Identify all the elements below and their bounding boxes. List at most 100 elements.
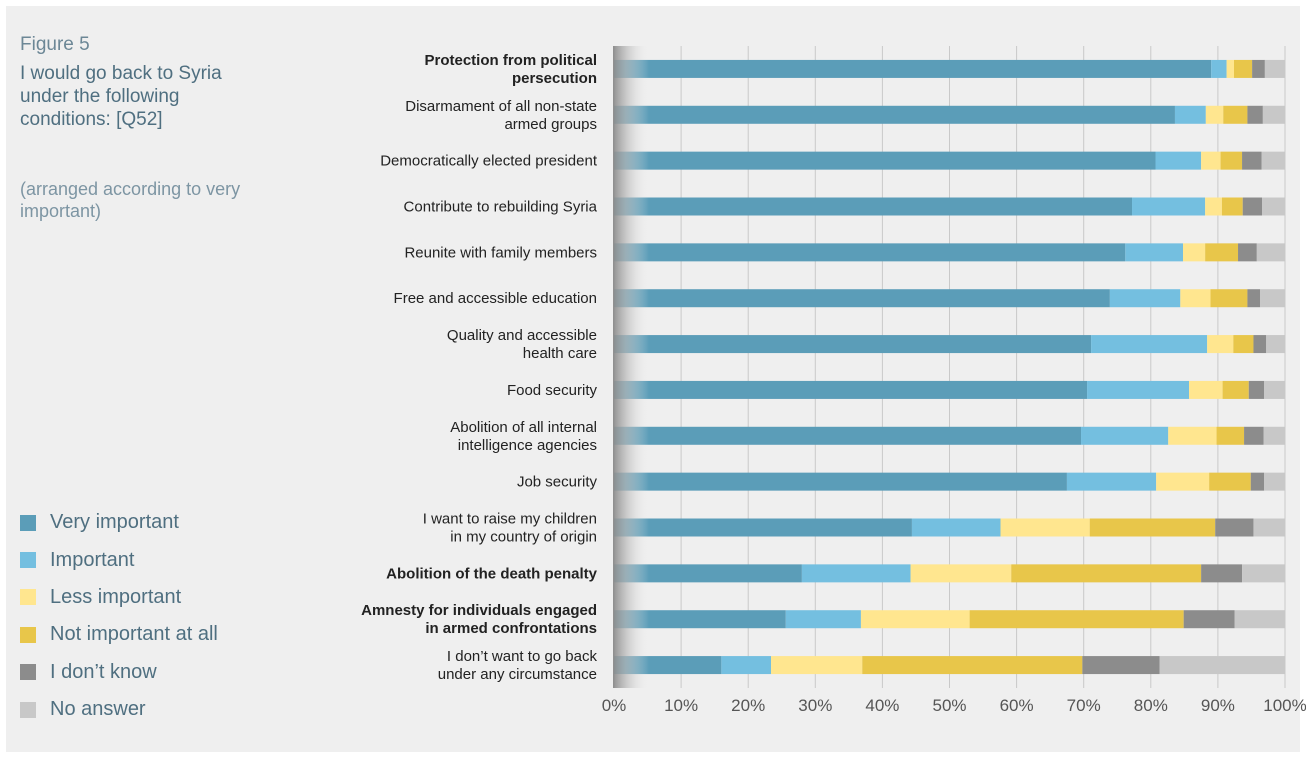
bar-segment — [1205, 243, 1239, 262]
category-label: Food security — [507, 382, 598, 399]
x-tick-label: 50% — [932, 696, 966, 715]
legend-swatch-not-important-at-all — [20, 626, 36, 643]
bar-segment — [1189, 380, 1223, 399]
bar-segment — [614, 518, 912, 537]
bar-segment — [1201, 151, 1221, 170]
bar-segment — [1174, 105, 1206, 124]
bar-segment — [1222, 380, 1249, 399]
bar-segment — [862, 656, 1083, 675]
category-labels: Protection from political persecution Disa… — [361, 52, 598, 683]
category-label: I want to raise my children in my country… — [423, 511, 597, 546]
figure-label: Figure 5 — [20, 34, 90, 55]
category-label: Quality and accessible health care — [447, 327, 597, 362]
bar-segment — [721, 656, 772, 675]
legend-swatch-i-dont-know — [20, 664, 36, 681]
bar-segment — [1216, 426, 1245, 445]
category-label: Disarmament of all non-state armed groups — [405, 98, 597, 133]
bar-segment — [1155, 151, 1202, 170]
bar-segment — [1260, 289, 1285, 308]
category-label: Abolition of all internal intelligence ag… — [450, 419, 597, 454]
bar-segment — [1000, 518, 1090, 537]
bar-segment — [1125, 243, 1184, 262]
bar-segment — [1261, 151, 1285, 170]
legend-item-i-dont-know: I don’t know — [20, 654, 218, 691]
bar-segment — [1066, 472, 1157, 491]
bar-segment — [801, 564, 911, 583]
x-tick-label: 100% — [1263, 696, 1306, 715]
bar-segment — [1011, 564, 1202, 583]
bar-segment — [1109, 289, 1181, 308]
legend-label-important: Important — [50, 548, 135, 571]
bar-segment — [771, 656, 863, 675]
bar-segment — [1242, 197, 1263, 216]
bar-segment — [1221, 197, 1243, 216]
category-label: I don’t want to go back under any circums… — [438, 648, 598, 683]
bar-segment — [1183, 610, 1235, 629]
bar-segment — [614, 243, 1126, 262]
bar-segment — [1089, 518, 1216, 537]
legend-item-important: Important — [20, 541, 218, 578]
legend-swatch-important — [20, 552, 36, 569]
legend-swatch-no-answer — [20, 701, 36, 718]
bar-segment — [614, 426, 1082, 445]
bar-segment — [1248, 380, 1265, 399]
legend-item-no-answer: No answer — [20, 691, 218, 728]
legend-label-not-important-at-all: Not important at all — [50, 623, 218, 646]
bar-segment — [614, 335, 1092, 354]
bar-segment — [910, 564, 1012, 583]
bar-segment — [1201, 564, 1243, 583]
legend-swatch-very-important — [20, 514, 36, 531]
bar-segment — [1220, 151, 1243, 170]
bar-segment — [1234, 610, 1285, 629]
bar-segment — [1234, 59, 1253, 78]
bars — [614, 59, 1285, 675]
x-tick-label: 60% — [1000, 696, 1034, 715]
x-tick-label: 10% — [664, 696, 698, 715]
bar-segment — [1215, 518, 1254, 537]
bar-segment — [1087, 380, 1190, 399]
bar-segment — [614, 59, 1212, 78]
bar-segment — [1262, 197, 1285, 216]
grid-lines — [613, 46, 1286, 688]
bar-segment — [614, 564, 802, 583]
category-label: Abolition of the death penalty — [386, 565, 597, 582]
bar-segment — [614, 380, 1088, 399]
bar-segment — [1247, 289, 1261, 308]
category-label: Contribute to rebuilding Syria — [404, 199, 598, 216]
legend-label-less-important: Less important — [50, 585, 182, 608]
category-label: Free and accessible education — [394, 290, 597, 307]
x-tick-label: 20% — [731, 696, 765, 715]
x-tick-label: 30% — [798, 696, 832, 715]
category-label: Job security — [517, 474, 598, 491]
bar-segment — [1264, 472, 1285, 491]
x-tick-label: 0% — [602, 696, 627, 715]
chart-legend: Very important Important Less important … — [20, 504, 218, 728]
bar-segment — [1253, 518, 1285, 537]
bar-segment — [1081, 426, 1169, 445]
bar-segment — [1262, 105, 1285, 124]
bar-segment — [614, 197, 1133, 216]
bar-segment — [1264, 380, 1285, 399]
bar-segment — [1159, 656, 1285, 675]
bar-segment — [860, 610, 970, 629]
bar-segment — [1233, 335, 1254, 354]
bar-segment — [1082, 656, 1160, 675]
bar-segment — [614, 105, 1175, 124]
bar-segment — [1238, 243, 1257, 262]
bar-segment — [1266, 335, 1285, 354]
bar-segment — [785, 610, 861, 629]
bar-segment — [1263, 426, 1285, 445]
category-label: Amnesty for individuals engaged in armed … — [361, 602, 597, 637]
bar-segment — [1168, 426, 1217, 445]
bar-segment — [1207, 335, 1234, 354]
bar-segment — [1264, 59, 1285, 78]
legend-label-i-dont-know: I don’t know — [50, 660, 157, 683]
bar-segment — [1209, 472, 1251, 491]
legend-label-very-important: Very important — [50, 511, 179, 534]
bar-segment — [1256, 243, 1285, 262]
bar-segment — [1242, 564, 1285, 583]
bar-segment — [1253, 335, 1267, 354]
bar-segment — [1247, 105, 1263, 124]
bar-segment — [1183, 243, 1206, 262]
